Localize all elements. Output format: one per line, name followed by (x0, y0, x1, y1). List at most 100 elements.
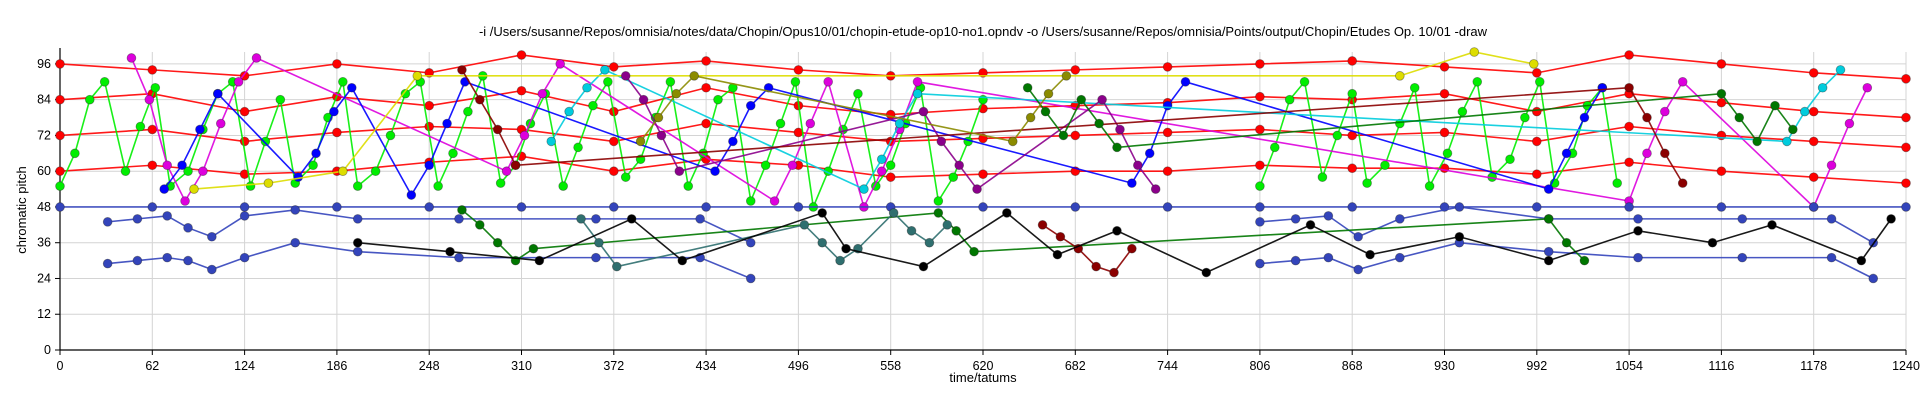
data-point (346, 82, 357, 93)
data-point (1353, 231, 1363, 242)
series-line (639, 74, 1067, 143)
data-point (338, 77, 348, 87)
data-point (332, 127, 342, 138)
data-point (1677, 178, 1688, 188)
series-cyan (546, 65, 1846, 194)
data-point (352, 237, 363, 248)
data-point (1788, 124, 1798, 135)
x-tick-label: 744 (1157, 359, 1178, 373)
data-point (591, 252, 601, 263)
data-point (1097, 94, 1107, 105)
data-point (183, 223, 193, 233)
data-point (239, 106, 250, 117)
data-point (1624, 202, 1634, 212)
data-point (492, 237, 503, 248)
data-point (424, 202, 435, 212)
data-point (1737, 252, 1748, 263)
data-point (55, 181, 65, 191)
data-point (588, 100, 598, 111)
data-point (1716, 97, 1727, 108)
series-navy (102, 205, 756, 248)
data-point (1505, 154, 1515, 165)
x-tick-label: 558 (880, 359, 901, 373)
data-point (1112, 226, 1122, 236)
data-point (876, 166, 887, 177)
data-point (591, 214, 601, 224)
data-point (894, 118, 905, 129)
x-tick-label: 1178 (1800, 359, 1827, 373)
data-point (1826, 214, 1837, 224)
data-point (906, 226, 917, 236)
data-point (1716, 202, 1727, 212)
data-point (728, 136, 738, 147)
data-point (1162, 202, 1173, 212)
data-point (1115, 124, 1125, 135)
data-point (55, 166, 65, 177)
data-point (1543, 184, 1554, 194)
data-point (1826, 252, 1837, 263)
data-point (370, 166, 381, 177)
data-point (245, 181, 256, 191)
data-point (424, 160, 435, 171)
data-point (1347, 202, 1357, 212)
x-tick-label: 868 (1342, 359, 1363, 373)
series-darkgreen (1022, 82, 1798, 153)
x-tick-label: 1054 (1615, 359, 1643, 373)
data-point (1901, 142, 1911, 153)
data-point (162, 160, 172, 171)
data-point (1868, 273, 1879, 284)
data-point (1055, 231, 1066, 242)
data-point (1442, 148, 1453, 159)
data-point (463, 106, 473, 117)
data-point (1532, 68, 1542, 78)
data-point (888, 208, 899, 218)
data-point (213, 88, 223, 99)
data-point (1380, 160, 1390, 171)
data-point (933, 196, 944, 206)
data-point (329, 106, 339, 117)
data-point (475, 94, 485, 105)
data-point (1162, 127, 1173, 138)
data-point (290, 237, 301, 248)
data-point (290, 205, 301, 215)
x-tick-label: 0 (57, 359, 64, 373)
x-tick-label: 310 (511, 359, 532, 373)
data-point (207, 264, 217, 275)
data-point (805, 118, 816, 129)
data-point (215, 118, 226, 129)
data-point (972, 184, 982, 194)
series-line (163, 80, 1603, 197)
data-point (936, 136, 947, 147)
data-point (1901, 178, 1911, 188)
data-point (1532, 106, 1542, 117)
data-point (159, 184, 170, 194)
data-point (745, 100, 756, 111)
x-tick-label: 1116 (1708, 359, 1734, 373)
data-point (653, 112, 664, 123)
data-point (189, 184, 199, 194)
data-point (793, 65, 804, 75)
data-point (799, 220, 810, 230)
data-point (1109, 267, 1119, 278)
data-point (1770, 100, 1780, 111)
data-point (1022, 82, 1033, 93)
data-point (1579, 255, 1590, 266)
series-blue (159, 77, 1608, 200)
data-point (626, 214, 637, 224)
data-point (1201, 267, 1212, 278)
data-point (656, 130, 667, 141)
data-point (132, 214, 143, 224)
data-point (207, 231, 217, 242)
x-tick-label: 806 (1249, 359, 1270, 373)
data-point (1332, 130, 1343, 141)
data-point (1532, 136, 1542, 147)
data-point (701, 202, 711, 212)
data-point (558, 181, 568, 191)
data-point (745, 237, 756, 248)
data-point (608, 202, 619, 212)
data-point (1323, 211, 1334, 221)
data-point (537, 88, 548, 99)
data-point (177, 160, 187, 171)
data-point (608, 62, 619, 72)
data-point (251, 53, 262, 63)
